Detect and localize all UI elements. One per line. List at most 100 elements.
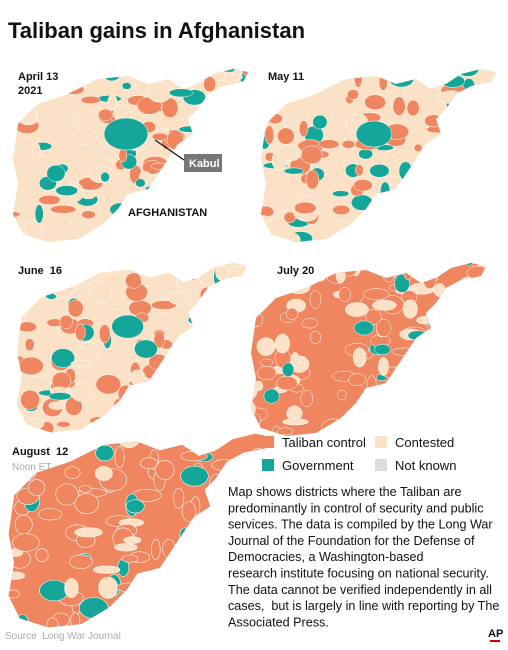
district bbox=[424, 204, 441, 223]
district bbox=[151, 162, 168, 170]
district bbox=[267, 113, 283, 125]
district bbox=[12, 533, 40, 552]
district bbox=[117, 433, 141, 449]
district bbox=[487, 95, 496, 106]
district bbox=[433, 283, 446, 297]
district bbox=[188, 534, 207, 544]
description-line: research institute focusing on national … bbox=[228, 567, 489, 581]
district bbox=[378, 73, 388, 91]
district bbox=[146, 81, 173, 103]
district bbox=[261, 191, 264, 201]
district bbox=[205, 171, 226, 186]
district bbox=[277, 127, 295, 145]
district bbox=[209, 213, 230, 228]
district bbox=[251, 263, 261, 274]
district bbox=[132, 69, 155, 82]
district bbox=[351, 194, 374, 211]
district bbox=[117, 384, 133, 404]
districts bbox=[16, 262, 248, 433]
district bbox=[221, 466, 237, 483]
district bbox=[366, 375, 377, 396]
district bbox=[58, 216, 72, 229]
district bbox=[198, 352, 224, 367]
district bbox=[264, 125, 275, 145]
district bbox=[167, 292, 189, 305]
district bbox=[139, 457, 158, 469]
district bbox=[377, 69, 393, 75]
district bbox=[56, 421, 71, 428]
district bbox=[374, 343, 391, 356]
district bbox=[251, 380, 258, 401]
district bbox=[18, 356, 44, 376]
district bbox=[337, 263, 363, 272]
district bbox=[68, 113, 80, 124]
district bbox=[379, 387, 395, 404]
district bbox=[256, 366, 277, 381]
district bbox=[233, 467, 244, 487]
district bbox=[76, 342, 102, 361]
logo-bar bbox=[490, 640, 500, 642]
district bbox=[173, 487, 185, 509]
district bbox=[233, 208, 248, 224]
district bbox=[435, 371, 451, 391]
district bbox=[207, 524, 222, 542]
district bbox=[405, 186, 431, 203]
district bbox=[410, 231, 420, 240]
district bbox=[485, 90, 496, 110]
district bbox=[217, 301, 232, 322]
district bbox=[178, 125, 201, 133]
district bbox=[467, 97, 494, 117]
district bbox=[415, 358, 440, 372]
district bbox=[80, 95, 101, 105]
district bbox=[70, 382, 92, 402]
district bbox=[206, 600, 217, 609]
district bbox=[167, 386, 178, 401]
district bbox=[264, 102, 276, 114]
district bbox=[193, 409, 209, 422]
district bbox=[381, 263, 408, 266]
district bbox=[147, 186, 173, 205]
district bbox=[398, 161, 413, 181]
district bbox=[355, 164, 364, 177]
district bbox=[177, 428, 202, 433]
district bbox=[166, 129, 184, 150]
district bbox=[420, 147, 441, 164]
district bbox=[155, 460, 175, 480]
district bbox=[392, 96, 406, 116]
district bbox=[371, 412, 391, 431]
district bbox=[37, 508, 63, 521]
district bbox=[51, 348, 75, 368]
legend-swatch bbox=[375, 459, 387, 471]
district bbox=[400, 69, 427, 74]
district bbox=[236, 397, 248, 417]
district bbox=[192, 390, 205, 404]
district bbox=[427, 176, 442, 185]
district bbox=[86, 433, 109, 443]
district bbox=[196, 372, 213, 384]
district bbox=[406, 99, 420, 117]
district bbox=[38, 194, 61, 205]
district bbox=[141, 595, 163, 615]
district bbox=[228, 297, 246, 305]
district bbox=[97, 108, 113, 122]
district bbox=[460, 420, 475, 434]
district bbox=[321, 418, 346, 436]
district bbox=[274, 333, 290, 354]
district bbox=[280, 276, 295, 293]
district bbox=[25, 418, 45, 430]
district bbox=[91, 283, 113, 303]
district bbox=[437, 91, 464, 104]
district bbox=[166, 597, 193, 615]
district bbox=[64, 466, 81, 479]
district bbox=[74, 527, 103, 538]
country-label: AFGHANISTAN bbox=[128, 207, 207, 219]
district bbox=[166, 599, 195, 621]
district bbox=[227, 153, 247, 172]
district bbox=[312, 114, 328, 130]
district bbox=[453, 127, 469, 148]
district bbox=[89, 416, 112, 426]
district bbox=[298, 120, 309, 137]
district bbox=[283, 117, 293, 128]
district bbox=[118, 148, 128, 163]
district bbox=[351, 417, 369, 430]
